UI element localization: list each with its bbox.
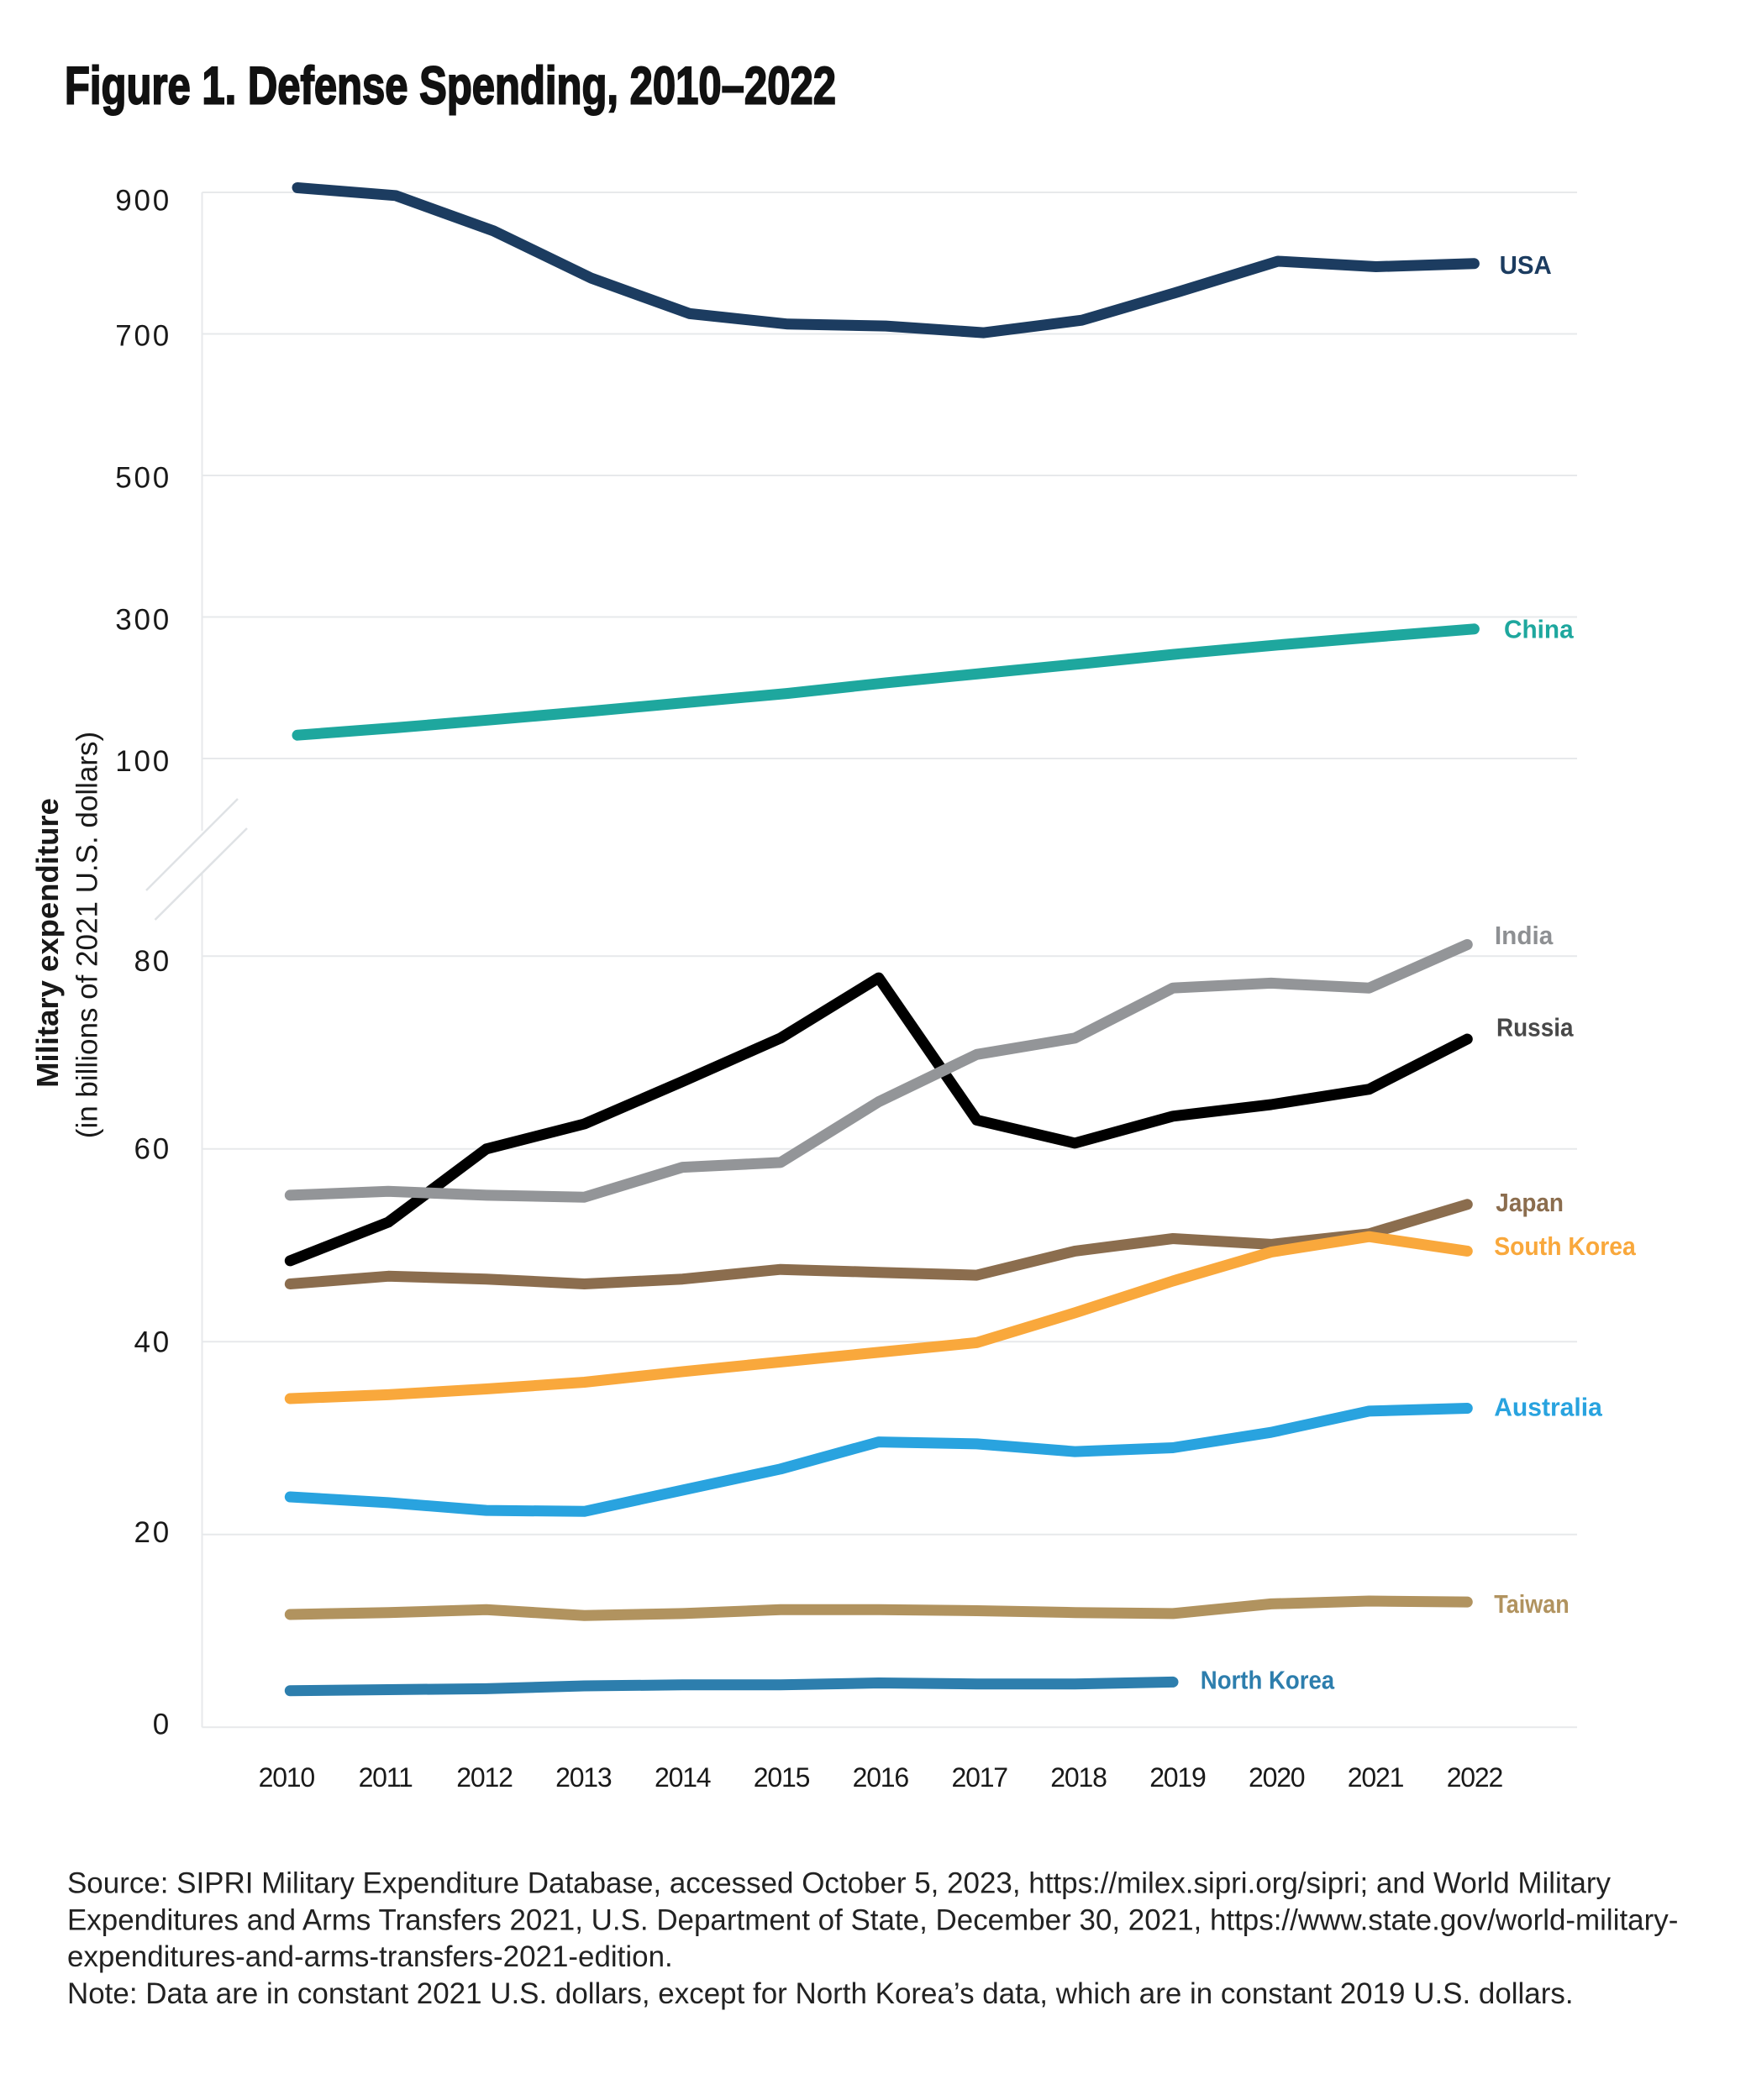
svg-text:Taiwan: Taiwan bbox=[1494, 1590, 1569, 1619]
svg-text:80: 80 bbox=[134, 945, 171, 978]
svg-text:900: 900 bbox=[115, 185, 171, 218]
svg-text:(in billions of 2021 U.S. doll: (in billions of 2021 U.S. dollars) bbox=[71, 732, 104, 1138]
svg-text:Expenditures and Arms Transfer: Expenditures and Arms Transfers 2021, U.… bbox=[67, 1903, 1678, 1936]
svg-text:Japan: Japan bbox=[1496, 1189, 1564, 1218]
svg-text:20: 20 bbox=[134, 1516, 171, 1549]
svg-text:2015: 2015 bbox=[754, 1762, 810, 1793]
svg-text:2021: 2021 bbox=[1348, 1762, 1404, 1793]
svg-text:Australia: Australia bbox=[1494, 1393, 1603, 1422]
svg-text:Figure 1. Defense Spending, 20: Figure 1. Defense Spending, 2010–2022 bbox=[65, 56, 836, 115]
svg-text:300: 300 bbox=[115, 603, 171, 636]
svg-text:India: India bbox=[1495, 921, 1554, 951]
svg-text:500: 500 bbox=[115, 461, 171, 494]
svg-text:2016: 2016 bbox=[853, 1762, 909, 1793]
svg-text:40: 40 bbox=[134, 1326, 171, 1358]
svg-text:2012: 2012 bbox=[456, 1762, 513, 1793]
svg-text:Note: Data are in constant 202: Note: Data are in constant 2021 U.S. dol… bbox=[67, 1977, 1574, 2010]
svg-text:2022: 2022 bbox=[1447, 1762, 1503, 1793]
svg-text:0: 0 bbox=[153, 1709, 171, 1741]
svg-text:2019: 2019 bbox=[1149, 1762, 1206, 1793]
svg-text:Russia: Russia bbox=[1496, 1013, 1574, 1042]
svg-text:South Korea: South Korea bbox=[1494, 1232, 1636, 1261]
svg-text:North Korea: North Korea bbox=[1201, 1666, 1335, 1695]
svg-text:2013: 2013 bbox=[555, 1762, 612, 1793]
svg-text:China: China bbox=[1504, 615, 1575, 644]
svg-text:2020: 2020 bbox=[1249, 1762, 1305, 1793]
svg-text:2014: 2014 bbox=[655, 1762, 711, 1793]
svg-text:100: 100 bbox=[115, 745, 171, 778]
svg-text:2011: 2011 bbox=[359, 1762, 413, 1793]
svg-text:700: 700 bbox=[115, 319, 171, 352]
svg-text:Military expenditure: Military expenditure bbox=[30, 798, 65, 1088]
svg-text:2018: 2018 bbox=[1050, 1762, 1107, 1793]
svg-text:Source: SIPRI Military Expendi: Source: SIPRI Military Expenditure Datab… bbox=[67, 1866, 1611, 1899]
svg-text:USA: USA bbox=[1500, 251, 1552, 280]
svg-text:60: 60 bbox=[134, 1132, 171, 1165]
svg-text:2017: 2017 bbox=[952, 1762, 1008, 1793]
svg-text:2010: 2010 bbox=[259, 1762, 315, 1793]
svg-text:expenditures-and-arms-transfer: expenditures-and-arms-transfers-2021-edi… bbox=[67, 1940, 673, 1973]
